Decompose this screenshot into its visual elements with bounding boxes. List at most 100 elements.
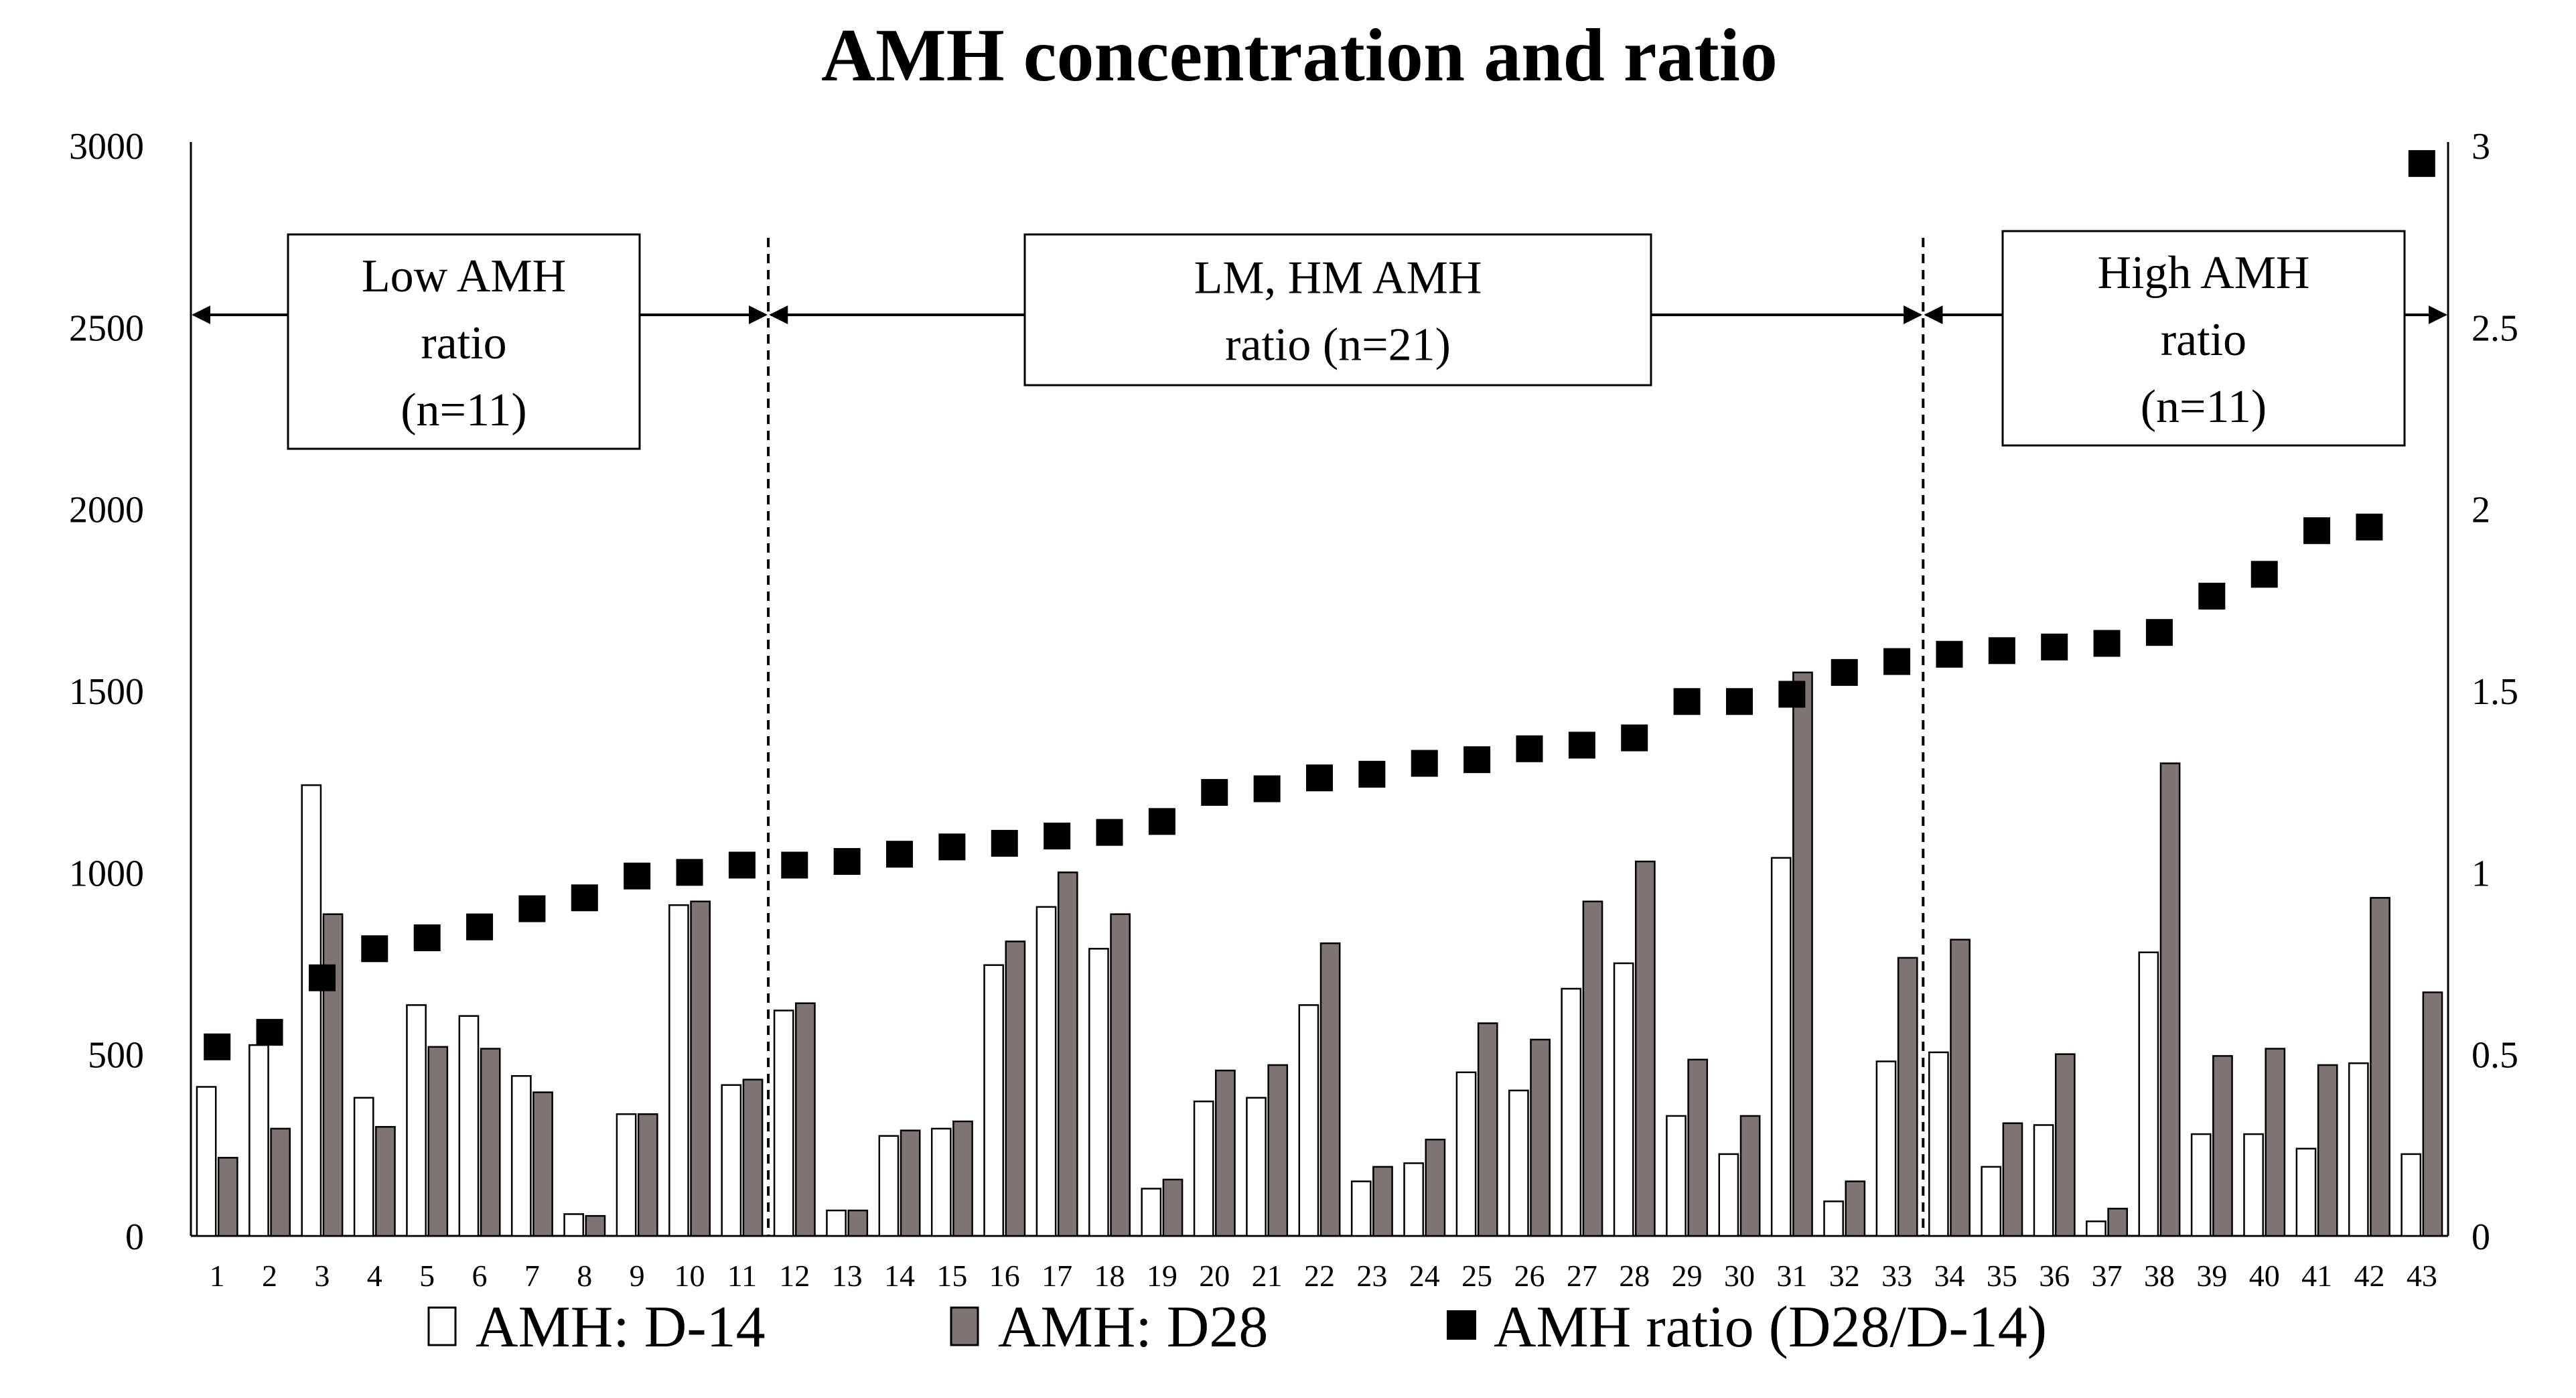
region-label-box	[1023, 233, 1652, 387]
bar-d-14	[2138, 951, 2159, 1237]
ratio-point	[2250, 561, 2278, 588]
ratio-point	[1306, 764, 1333, 792]
bar-d-14	[1455, 1071, 1477, 1237]
bar-d-14	[1350, 1180, 1372, 1237]
ratio-point	[781, 851, 808, 879]
x-tick-label: 14	[884, 1259, 915, 1293]
x-tick-label: 2	[262, 1259, 277, 1293]
ratio-point	[1201, 778, 1228, 806]
bar-d28	[1319, 942, 1341, 1237]
ratio-point	[2303, 517, 2331, 545]
x-tick-label: 21	[1252, 1259, 1283, 1293]
bar-d28	[2107, 1208, 2129, 1237]
ratio-point	[1096, 819, 1123, 846]
ratio-point	[1044, 823, 1071, 850]
ratio-point	[1411, 750, 1438, 777]
bar-d28	[427, 1046, 449, 1237]
x-tick-label: 13	[832, 1259, 863, 1293]
bar-d-14	[2243, 1133, 2264, 1237]
bar-d28	[1582, 900, 1603, 1237]
x-tick-label: 3	[314, 1259, 330, 1293]
ratio-point	[1148, 808, 1175, 835]
bar-d28	[1845, 1180, 1866, 1237]
x-tick-label: 32	[1829, 1259, 1860, 1293]
bar-d-14	[983, 964, 1005, 1237]
bar-d-14	[2086, 1220, 2106, 1237]
ratio-point	[1621, 724, 1648, 752]
bar-d28	[1057, 871, 1078, 1237]
ratio-point	[308, 964, 336, 991]
x-tick-label: 20	[1199, 1259, 1230, 1293]
ratio-point	[1463, 746, 1491, 774]
bar-d28	[217, 1157, 238, 1237]
bar-d-14	[773, 1009, 794, 1237]
x-tick-label: 4	[367, 1259, 382, 1293]
legend-label: AMH ratio (D28/D-14)	[1494, 1295, 2047, 1360]
ratio-point	[2408, 150, 2435, 178]
region-label-line: ratio	[421, 318, 506, 369]
x-tick-label: 24	[1409, 1259, 1440, 1293]
x-tick-label: 28	[1619, 1259, 1650, 1293]
bar-d28	[1005, 940, 1026, 1237]
bar-d-14	[1403, 1162, 1424, 1237]
y-left-tick-label: 3000	[69, 126, 144, 167]
x-tick-label: 43	[2407, 1259, 2437, 1293]
region-label-line: (n=11)	[2141, 381, 2267, 433]
ratio-point	[1725, 688, 1753, 715]
region-label-box	[2001, 230, 2406, 447]
ratio-point	[1516, 735, 1543, 762]
ratio-point	[571, 884, 598, 912]
bar-d-14	[458, 1015, 480, 1237]
bar-d-14	[1928, 1051, 1949, 1237]
y-right-tick-label: 2	[2472, 490, 2490, 531]
bar-d28	[2054, 1053, 2076, 1237]
x-tick-label: 10	[674, 1259, 705, 1293]
x-tick-label: 31	[1776, 1259, 1807, 1293]
bar-d28	[1739, 1115, 1761, 1237]
ratio-point	[676, 859, 703, 886]
bar-d-14	[1508, 1089, 1529, 1237]
ratio-point	[1568, 731, 1595, 759]
ratio-point	[1778, 681, 1806, 708]
bar-d28	[1897, 957, 1918, 1237]
ratio-point	[2145, 619, 2173, 646]
bar-d28	[2212, 1055, 2233, 1237]
x-tick-label: 7	[524, 1259, 540, 1293]
ratio-point	[886, 841, 914, 868]
bar-d28	[1215, 1069, 1236, 1237]
bar-d28	[1687, 1058, 1709, 1237]
ratio-point	[833, 848, 861, 876]
bar-d-14	[721, 1084, 742, 1237]
chart-title: AMH concentration and ratio	[821, 14, 1778, 97]
x-tick-label: 36	[2039, 1259, 2070, 1293]
bar-d-14	[668, 904, 689, 1237]
regions: Low AMH ratio (n=11) LM, HM AMH ratio (n=21)…	[192, 230, 2447, 1236]
bar-d28	[1530, 1038, 1551, 1237]
bar-d28	[2159, 762, 2181, 1237]
ratio-point	[361, 935, 388, 963]
bar-d28	[2002, 1122, 2023, 1237]
x-tick-label: 22	[1304, 1259, 1335, 1293]
legend: AMH: D-14 AMH: D28 AMH ratio (D28/D-14)	[427, 1295, 2047, 1360]
y-left-tick-label: 500	[88, 1035, 144, 1076]
ratio-point	[1253, 775, 1281, 802]
x-tick-label: 27	[1567, 1259, 1597, 1293]
bar-d-14	[1718, 1153, 1739, 1237]
ratio-point	[466, 913, 494, 940]
legend-swatch	[427, 1306, 457, 1346]
bar-d-14	[301, 784, 322, 1237]
bars	[196, 671, 2443, 1237]
ratio-point	[938, 833, 966, 861]
y-right-tick-label: 0	[2472, 1216, 2490, 1258]
bar-d28	[532, 1091, 553, 1237]
ratio-point	[1988, 637, 2015, 665]
bar-d28	[2265, 1048, 2286, 1237]
bar-d28	[1634, 860, 1656, 1237]
x-tick-label: 17	[1042, 1259, 1072, 1293]
bar-d-14	[1298, 1004, 1319, 1237]
region-label-line: ratio (n=21)	[1225, 320, 1451, 371]
x-tick-label: 39	[2196, 1259, 2227, 1293]
bar-d-14	[1246, 1097, 1267, 1237]
bar-d-14	[616, 1113, 637, 1237]
bar-d-14	[1035, 906, 1057, 1237]
